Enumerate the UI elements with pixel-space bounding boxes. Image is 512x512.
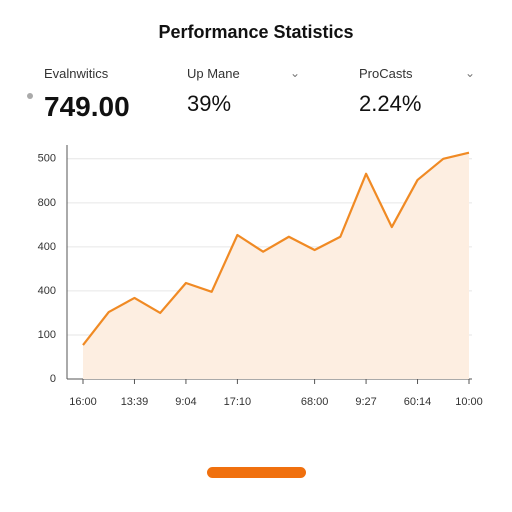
indicator-dot <box>27 93 33 99</box>
y-tick-label: 800 <box>38 197 56 209</box>
y-tick-label: 400 <box>38 241 56 253</box>
x-tick-label: 16:00 <box>69 396 97 408</box>
scroll-indicator[interactable] <box>207 467 306 478</box>
stat-value: 749.00 <box>44 91 130 122</box>
line <box>82 151 470 346</box>
y-tick-label: 500 <box>38 153 56 165</box>
area-fill <box>83 152 469 379</box>
x-tick-label: 13:39 <box>121 396 149 408</box>
x-tick-label: 9:27 <box>355 396 376 408</box>
y-tick-label: 400 <box>38 285 56 297</box>
y-tick-label: 100 <box>38 329 56 341</box>
x-tick-label: 9:04 <box>175 396 196 408</box>
stat-value: 39% <box>187 91 232 116</box>
y-tick-label: 0 <box>50 373 56 385</box>
stat-card[interactable]: ProCasts 2.24% <box>359 66 499 117</box>
x-tick-label: 68:00 <box>301 396 329 408</box>
stat-label: Up Mane <box>187 66 240 81</box>
x-tick-label: 60:14 <box>404 396 432 408</box>
stat-label: Evalnwitics <box>44 66 109 81</box>
dropdown-chevron[interactable]: ⌄ <box>465 66 476 80</box>
x-tick-label: 10:00 <box>455 396 483 408</box>
x-tick-label: 17:10 <box>224 396 252 408</box>
stat-label: ProCasts <box>359 66 413 81</box>
stat-card: Evalnwitics 749.00 <box>44 66 184 123</box>
stat-value: 2.24% <box>359 91 422 116</box>
dropdown-chevron[interactable]: ⌄ <box>290 66 301 80</box>
stat-card[interactable]: Up Mane 39% <box>187 66 327 117</box>
page-title: Performance Statistics <box>158 22 354 42</box>
